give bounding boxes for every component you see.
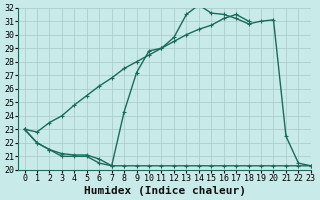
X-axis label: Humidex (Indice chaleur): Humidex (Indice chaleur) [84,186,245,196]
